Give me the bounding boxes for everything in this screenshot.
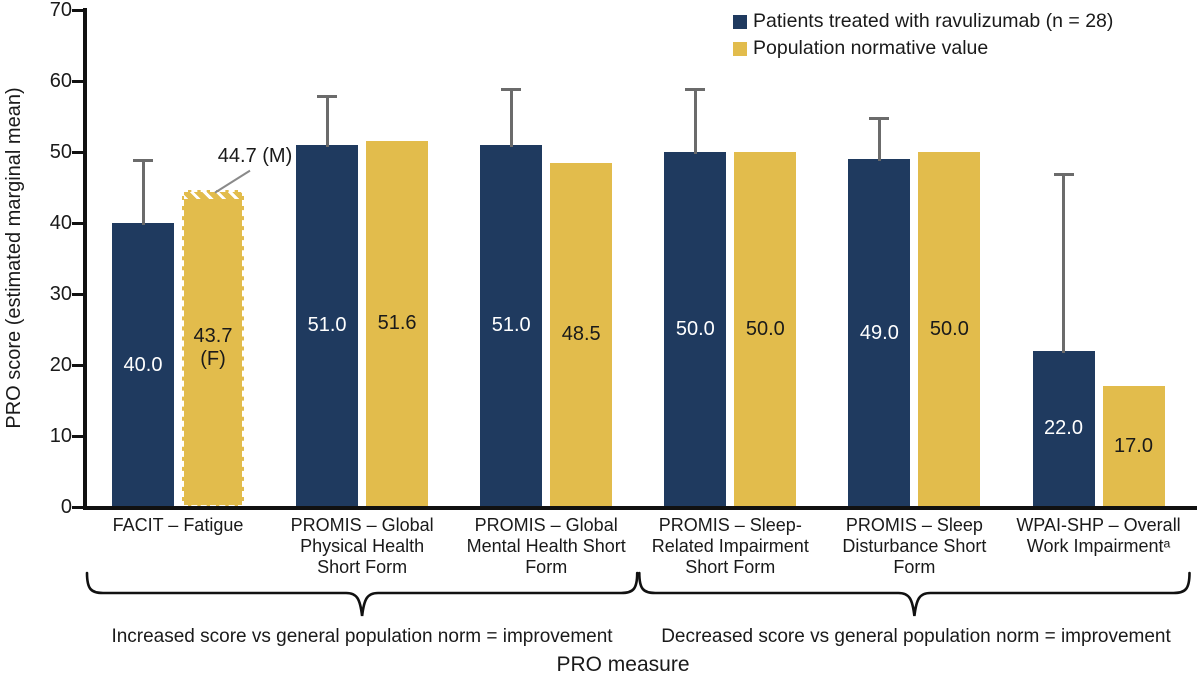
error-bar <box>1053 173 1074 353</box>
bracket-label-increase: Increased score vs general population no… <box>111 626 613 647</box>
category-label: PROMIS – Sleep Disturbance Short Form <box>842 515 987 577</box>
y-tick-mark <box>72 505 83 509</box>
error-bar <box>133 159 153 225</box>
error-bar-stem <box>1062 173 1065 353</box>
bar-normative-2: 48.5 <box>550 162 613 507</box>
y-tick-mark <box>72 434 83 438</box>
error-bar-stem <box>141 159 145 225</box>
legend-item-normative: Population normative value <box>733 35 1113 62</box>
bar-ravulizumab-1: 51.0 <box>296 144 359 507</box>
bar-ravulizumab-2: 51.0 <box>480 144 543 507</box>
y-tick-label: 70 <box>49 0 72 21</box>
x-axis-line <box>83 506 1197 510</box>
bar-ravulizumab-3: 50.0 <box>664 152 727 507</box>
error-bar <box>501 88 522 147</box>
bracket-1 <box>638 571 1191 617</box>
error-bar-cap <box>317 95 338 99</box>
y-tick-mark <box>72 8 83 12</box>
bar-value-label: 51.0 <box>491 314 531 337</box>
bar-value-label: 22.0 <box>1044 417 1083 440</box>
error-bar-stem <box>509 88 513 147</box>
bar-normative-5: 17.0 <box>1102 386 1165 507</box>
bracket-label-decrease: Decreased score vs general population no… <box>661 626 1171 647</box>
bar-value-label: 50.0 <box>929 318 969 340</box>
male-norm-hatch <box>184 191 242 199</box>
category-label: FACIT – Fatigue <box>112 515 244 535</box>
bar-value-label: 43.7 (F) <box>193 325 233 371</box>
bar-normative-1: 51.6 <box>366 140 429 507</box>
male-norm-annotation: 44.7 (M) <box>217 145 293 167</box>
error-bar-stem <box>325 95 329 147</box>
legend: Patients treated with ravulizumab (n = 2… <box>733 8 1113 62</box>
error-bar <box>685 88 706 154</box>
error-bar <box>317 95 338 147</box>
y-tick-mark <box>72 79 83 83</box>
error-bar-stem <box>877 116 881 162</box>
bar-value-label: 17.0 <box>1114 435 1153 458</box>
legend-label-ravulizumab: Patients treated with ravulizumab (n = 2… <box>753 10 1114 32</box>
bar-normative-0: 43.7 (F) <box>182 189 244 507</box>
y-tick-label: 30 <box>49 283 72 305</box>
category-label: PROMIS – Sleep- Related Impairment Short… <box>651 515 809 577</box>
y-tick-mark <box>72 221 83 225</box>
y-tick-label: 40 <box>49 212 72 234</box>
y-tick-label: 10 <box>49 425 72 447</box>
bar-value-label: 51.6 <box>377 312 417 335</box>
legend-item-ravulizumab: Patients treated with ravulizumab (n = 2… <box>733 8 1113 35</box>
y-tick-mark <box>72 292 83 296</box>
legend-swatch-ravulizumab <box>733 14 747 29</box>
bar-ravulizumab-0: 40.0 <box>112 223 174 507</box>
error-bar-stem <box>693 88 697 154</box>
category-label: PROMIS – Global Mental Health Short Form <box>466 515 626 577</box>
error-bar-cap <box>1053 173 1074 177</box>
bar-value-label: 51.0 <box>307 314 347 337</box>
bar-normative-4: 50.0 <box>918 152 981 507</box>
x-axis-title: PRO measure <box>556 653 690 676</box>
bracket-0 <box>85 571 639 617</box>
y-tick-label: 50 <box>49 141 72 163</box>
error-bar-cap <box>501 88 522 92</box>
y-tick-mark <box>72 363 83 367</box>
y-axis-line <box>83 8 87 507</box>
y-tick-mark <box>72 150 83 154</box>
bar-normative-3: 50.0 <box>734 152 797 507</box>
error-bar-cap <box>133 159 153 163</box>
error-bar-cap <box>869 116 890 120</box>
bar-value-label: 49.0 <box>859 321 899 344</box>
category-label: PROMIS – Global Physical Health Short Fo… <box>290 515 434 577</box>
bar-value-label: 40.0 <box>123 353 163 376</box>
error-bar <box>869 116 890 162</box>
category-label: WPAI-SHP – Overall Work Impairmentᵃ <box>1016 515 1181 556</box>
error-bar-cap <box>685 88 706 92</box>
legend-swatch-normative <box>733 41 747 56</box>
legend-label-normative: Population normative value <box>753 37 989 59</box>
bar-value-label: 48.5 <box>561 323 601 346</box>
bar-ravulizumab-5: 22.0 <box>1032 350 1095 507</box>
y-tick-label: 0 <box>60 496 72 518</box>
bar-ravulizumab-4: 49.0 <box>848 159 911 507</box>
y-tick-label: 20 <box>49 354 72 376</box>
bar-value-label: 50.0 <box>675 318 715 340</box>
bar-value-label: 50.0 <box>745 318 785 340</box>
y-tick-label: 60 <box>49 70 72 92</box>
